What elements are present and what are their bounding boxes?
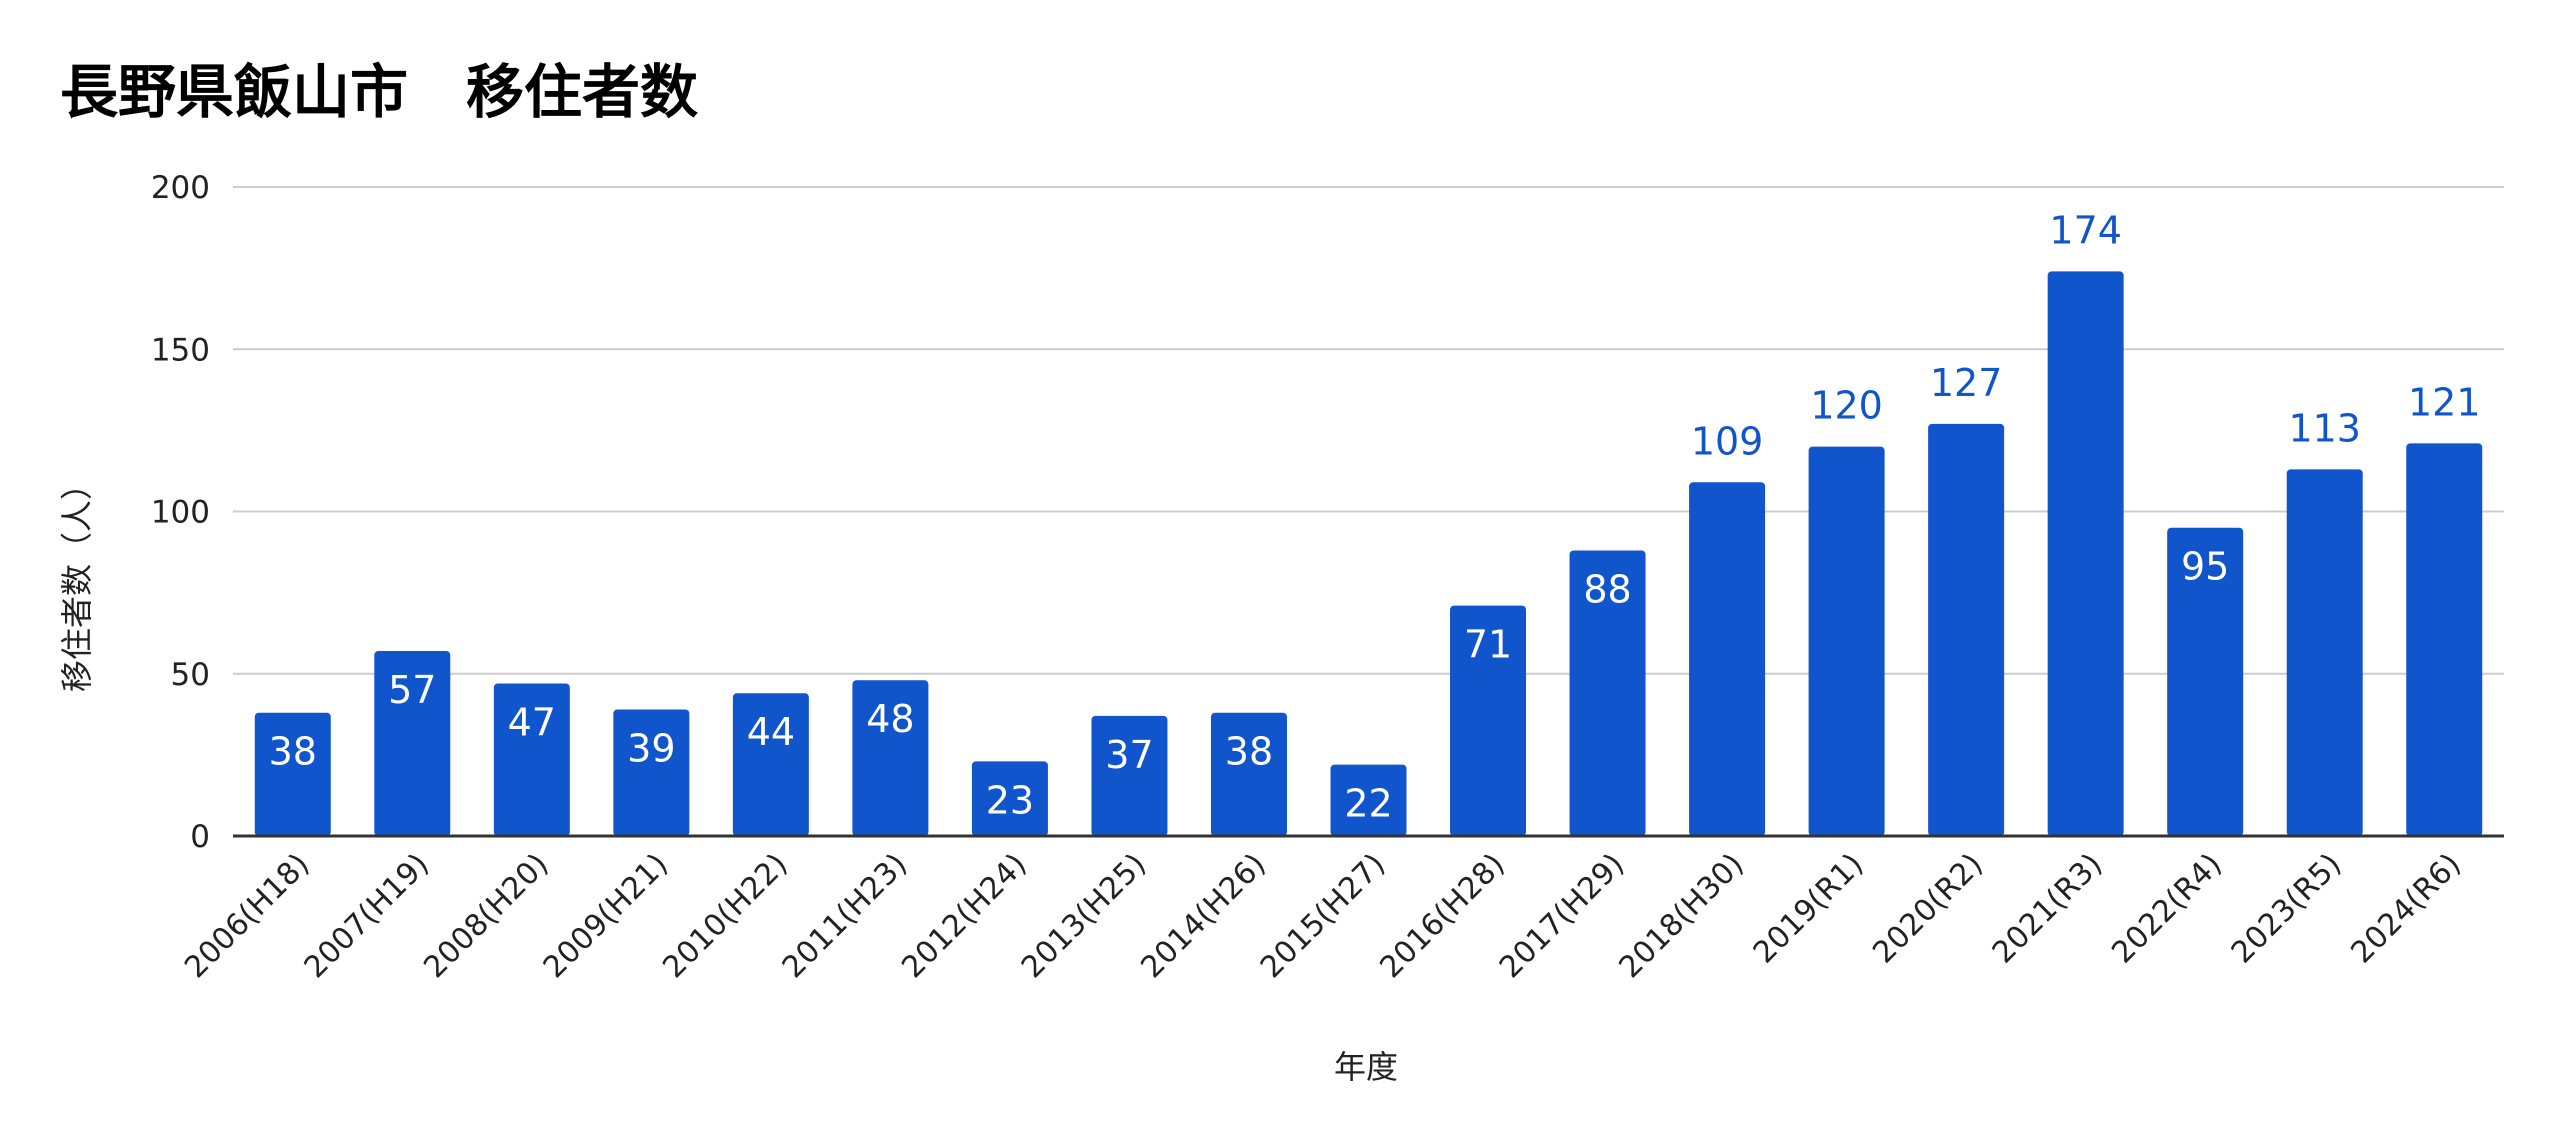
y-tick-label: 150	[151, 332, 210, 368]
y-axis-ticks: 0 50 100 150 200	[151, 170, 210, 855]
data-label: 71	[1464, 623, 1512, 667]
bar	[1091, 715, 1168, 836]
bar	[613, 709, 690, 836]
data-label: 22	[1344, 782, 1392, 826]
x-tick-label: 2009(H21)	[537, 847, 675, 985]
bar	[852, 680, 929, 836]
x-tick-label: 2014(H26)	[1134, 847, 1272, 985]
data-label: 121	[2408, 380, 2481, 424]
x-tick-label: 2020(R2)	[1866, 847, 1990, 971]
bar	[1808, 446, 1885, 836]
x-tick-label: 2007(H19)	[298, 847, 436, 985]
x-tick-label: 2019(R1)	[1747, 847, 1871, 971]
bar	[1928, 423, 2005, 836]
bar	[254, 712, 331, 836]
data-label: 88	[1583, 567, 1631, 611]
bars	[254, 271, 2483, 836]
x-tick-label: 2024(R6)	[2344, 847, 2468, 971]
data-label: 47	[508, 700, 556, 744]
bar	[971, 761, 1048, 836]
data-label: 57	[388, 668, 436, 712]
data-label: 120	[1810, 384, 1883, 428]
bar	[1689, 482, 1766, 836]
bar	[1450, 605, 1527, 836]
x-axis-title: 年度	[1334, 1048, 1398, 1086]
chart-title: 長野県飯山市 移住者数	[60, 58, 698, 126]
data-label: 95	[2181, 545, 2229, 589]
bar	[1569, 550, 1646, 836]
data-label: 48	[866, 697, 914, 741]
data-label: 127	[1930, 361, 2003, 405]
bar	[1210, 712, 1287, 836]
y-tick-label: 200	[151, 170, 210, 206]
x-tick-label: 2021(R3)	[1986, 847, 2110, 971]
data-label: 109	[1691, 419, 1764, 463]
x-tick-label: 2013(H25)	[1015, 847, 1153, 985]
data-label: 39	[627, 726, 675, 770]
y-tick-label: 100	[151, 495, 210, 531]
bar	[493, 683, 570, 836]
data-label: 44	[747, 710, 795, 754]
bar	[2286, 469, 2363, 836]
bar	[2047, 271, 2124, 836]
y-tick-label: 50	[171, 657, 210, 693]
x-axis-ticks: 2006(H18)2007(H19)2008(H20)2009(H21)2010…	[178, 847, 2468, 985]
gridlines	[233, 186, 2504, 675]
data-label: 38	[269, 730, 317, 774]
x-tick-label: 2017(H29)	[1493, 847, 1631, 985]
data-label: 174	[2049, 208, 2122, 252]
y-tick-label: 0	[190, 819, 210, 855]
x-tick-label: 2023(R5)	[2225, 847, 2349, 971]
data-label: 37	[1105, 733, 1153, 777]
x-tick-label: 2011(H23)	[776, 847, 914, 985]
x-tick-label: 2010(H22)	[656, 847, 794, 985]
x-tick-label: 2018(H30)	[1612, 847, 1750, 985]
bar	[732, 693, 809, 836]
x-tick-label: 2016(H28)	[1373, 847, 1511, 985]
x-tick-label: 2015(H27)	[1254, 847, 1392, 985]
data-label: 23	[986, 778, 1034, 822]
data-label: 38	[1225, 730, 1273, 774]
x-tick-label: 2022(R4)	[2105, 847, 2229, 971]
x-tick-label: 2006(H18)	[178, 847, 316, 985]
bar	[2167, 527, 2244, 836]
bar	[374, 651, 451, 836]
data-labels: 38 57 47 39 44 48 23 37 38 22 71 88 109 120 127 174 95 11…	[269, 208, 2481, 825]
x-tick-label: 2012(H24)	[895, 847, 1033, 985]
data-label: 113	[2288, 406, 2361, 450]
bar	[1330, 764, 1407, 836]
y-axis-title: 移住者数（人）	[58, 468, 96, 692]
bar	[2406, 443, 2483, 836]
x-tick-label: 2008(H20)	[417, 847, 555, 985]
